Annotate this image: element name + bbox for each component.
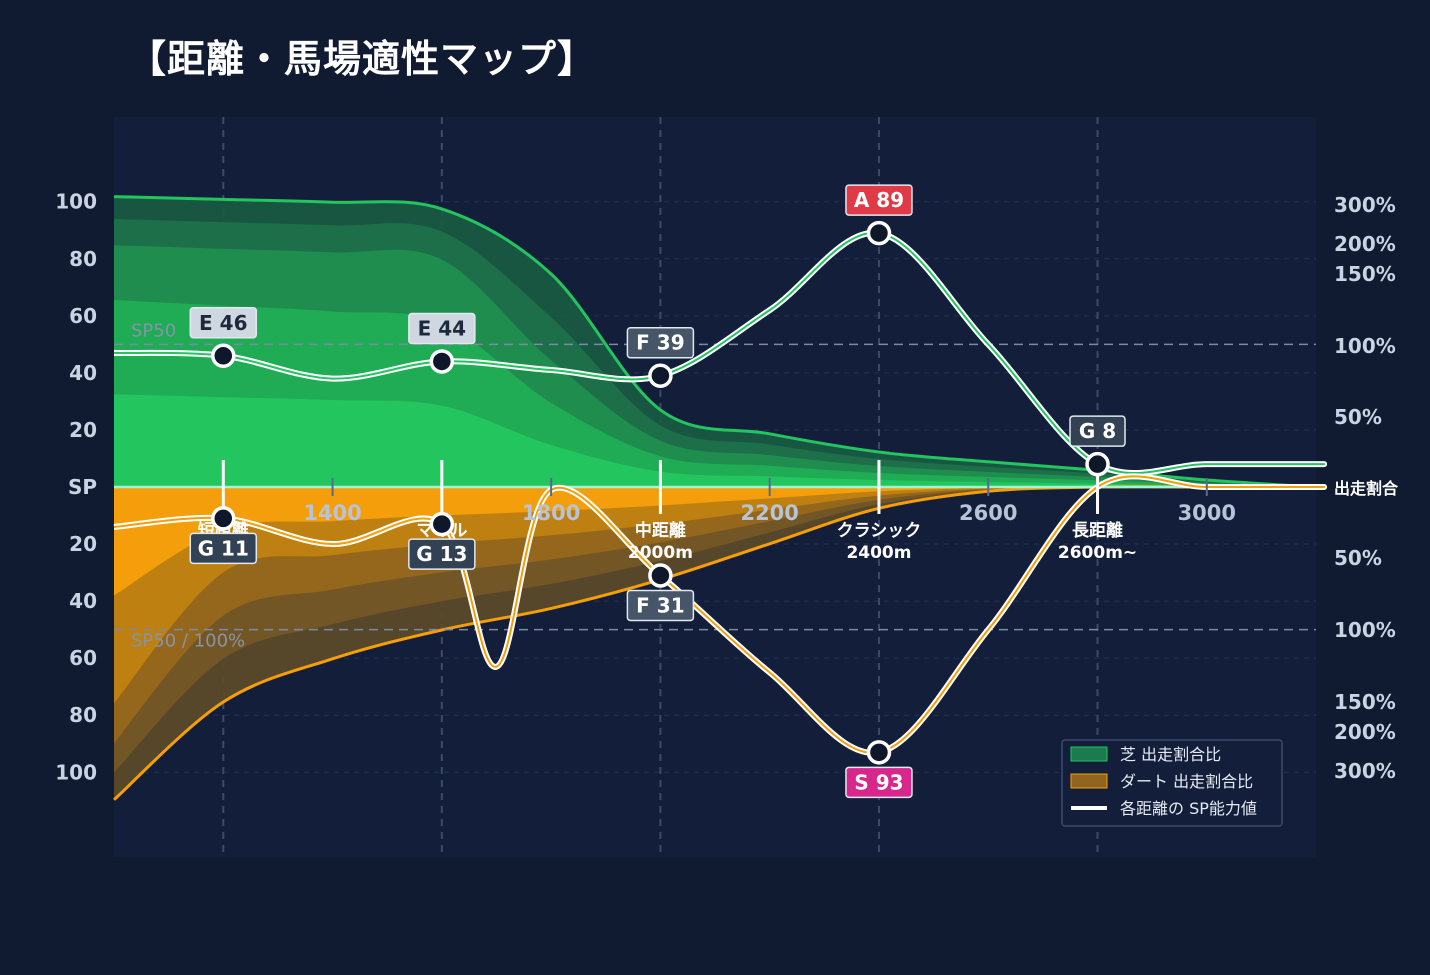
legend-label: ダート 出走割合比	[1120, 772, 1253, 791]
dirt-sp-marker	[648, 563, 673, 588]
category-sublabel: 2600m~	[1058, 543, 1137, 563]
turf-sp-marker	[866, 220, 892, 246]
legend-label: 各距離の SP能力値	[1120, 799, 1257, 818]
dirt-grade-badge-box	[845, 766, 913, 799]
y-tick-label-top: 60	[69, 304, 97, 328]
dirt-ratio-band	[114, 486, 1325, 596]
right-center-label: 出走割合	[1334, 479, 1399, 498]
category-sublabel: 2000m	[628, 543, 693, 563]
dirt-grade-badge-text: F 31	[636, 593, 684, 617]
dirt-grade-badge-text: G 11	[198, 536, 249, 560]
dirt-grade-badge-text: S 93	[854, 770, 903, 794]
sp50-label-top: SP50	[131, 320, 176, 341]
y-tick-label-bottom: 80	[69, 703, 97, 727]
dirt-sp-line-inner	[113, 475, 1326, 754]
legend-label: 芝 出走割合比	[1120, 745, 1221, 764]
dirt-sp-marker	[866, 740, 892, 765]
x-tick-label: 1800	[522, 501, 580, 525]
legend-swatch	[1070, 746, 1108, 762]
x-tick-label: 1400	[303, 501, 361, 525]
turf-grade-badge-box	[408, 312, 476, 345]
turf-grade-badge-text: A 89	[854, 188, 904, 212]
turf-grade-badge-text: F 39	[636, 331, 684, 355]
dirt-grade-badge-box	[408, 538, 476, 570]
dirt-grade-badge-box	[626, 589, 695, 622]
category-sublabel: 2400m	[846, 543, 911, 563]
y-tick-label-top: 20	[69, 418, 97, 442]
y-tick-label-top: 100	[55, 190, 97, 214]
dirt-sp-marker	[211, 506, 236, 531]
x-tick-label: 3000	[1178, 501, 1236, 525]
turf-sp-line-inner	[113, 231, 1326, 474]
right-tick-label-top: 50%	[1334, 405, 1382, 429]
y-center-label: SP	[68, 475, 97, 499]
sp-lines	[113, 229, 1328, 756]
y-tick-label-bottom: 60	[69, 646, 97, 670]
markers: E 46 G 11 E 44 G 13 F 39 F 31 A 89 S 93 G 8	[189, 184, 1126, 799]
turf-sp-marker	[211, 343, 236, 369]
turf-grade-badge-text: E 46	[199, 311, 247, 335]
axes: 20 40 60 80 100 20 40 60 80 100 SP 300% 200% 150% 100%…	[55, 190, 1399, 785]
turf-sp-marker	[1085, 451, 1110, 477]
turf-grade-badge-box	[189, 307, 258, 339]
legend-box	[1061, 739, 1283, 827]
y-tick-label-top: 80	[69, 247, 97, 271]
category-label: 中距離	[635, 520, 686, 541]
turf-grade-badge-box	[626, 326, 695, 359]
turf-grade-badge-box	[1069, 415, 1126, 447]
right-tick-label-top: 200%	[1334, 232, 1396, 256]
y-tick-label-bottom: 100	[55, 760, 97, 784]
dirt-grade-badge-text: G 13	[416, 542, 467, 566]
y-tick-label-bottom: 20	[69, 532, 97, 556]
reference-lines: SP50 SP50 / 100%	[114, 320, 1316, 652]
right-tick-label-bottom: 100%	[1334, 618, 1396, 642]
turf-sp-marker	[429, 349, 455, 374]
x-tick-label: 2200	[740, 501, 798, 525]
dirt-sp-marker	[429, 511, 455, 537]
category-label: 長距離	[1072, 520, 1123, 541]
turf-sp-marker	[648, 363, 673, 388]
right-tick-label-bottom: 300%	[1334, 759, 1396, 783]
turf-ratio-line	[113, 195, 1326, 490]
x-tick-label: 2600	[959, 501, 1017, 525]
right-tick-label-bottom: 50%	[1334, 546, 1382, 570]
chart-title: 【距離・馬場適性マップ】	[128, 37, 597, 81]
right-tick-label-top: 150%	[1334, 262, 1396, 286]
dirt-grade-badge-box	[189, 532, 258, 565]
category-label: クラシック	[837, 521, 922, 541]
right-tick-label-top: 100%	[1334, 334, 1396, 358]
y-tick-label-top: 40	[69, 361, 97, 385]
turf-ratio-band	[114, 394, 1325, 488]
turf-grade-badge-box	[845, 184, 913, 216]
right-tick-label-bottom: 150%	[1334, 690, 1396, 714]
legend-swatch	[1070, 773, 1108, 789]
turf-grade-badge-text: E 44	[418, 316, 466, 340]
sp50-label-bottom: SP50 / 100%	[131, 631, 245, 652]
right-tick-label-bottom: 200%	[1334, 720, 1396, 744]
y-tick-label-bottom: 40	[69, 589, 97, 613]
right-tick-label-top: 300%	[1334, 193, 1396, 217]
turf-grade-badge-text: G 8	[1079, 419, 1116, 443]
